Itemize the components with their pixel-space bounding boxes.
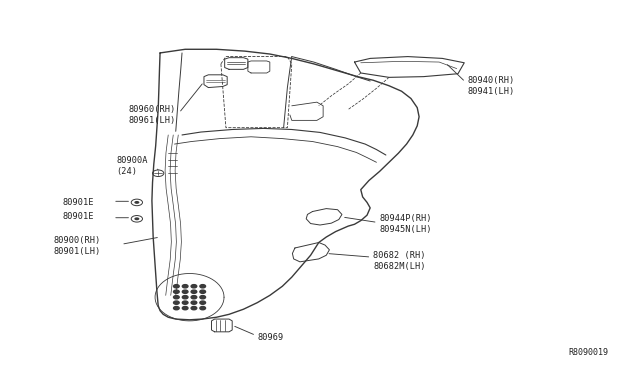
- Circle shape: [134, 217, 140, 220]
- Circle shape: [182, 290, 188, 294]
- Text: 80940(RH)
80941(LH): 80940(RH) 80941(LH): [467, 76, 515, 96]
- Circle shape: [200, 295, 205, 299]
- Text: 80969: 80969: [257, 333, 284, 342]
- Circle shape: [173, 295, 179, 299]
- Circle shape: [134, 201, 140, 204]
- Circle shape: [182, 307, 188, 310]
- Text: 80901E: 80901E: [63, 212, 94, 221]
- Circle shape: [173, 285, 179, 288]
- Text: 80944P(RH)
80945N(LH): 80944P(RH) 80945N(LH): [380, 214, 432, 234]
- Circle shape: [191, 290, 196, 294]
- Circle shape: [191, 301, 196, 304]
- Text: 80900(RH)
80901(LH): 80900(RH) 80901(LH): [54, 236, 100, 256]
- Circle shape: [173, 301, 179, 304]
- Circle shape: [173, 290, 179, 294]
- Circle shape: [191, 295, 196, 299]
- Circle shape: [182, 301, 188, 304]
- Circle shape: [173, 307, 179, 310]
- Text: 80682 (RH)
80682M(LH): 80682 (RH) 80682M(LH): [373, 251, 426, 271]
- Text: R8090019: R8090019: [568, 348, 609, 357]
- Circle shape: [182, 285, 188, 288]
- Circle shape: [200, 307, 205, 310]
- Circle shape: [200, 285, 205, 288]
- Circle shape: [191, 307, 196, 310]
- Text: 80901E: 80901E: [63, 198, 94, 207]
- Text: 80960(RH)
80961(LH): 80960(RH) 80961(LH): [129, 105, 176, 125]
- Circle shape: [200, 301, 205, 304]
- Text: 80900A
(24): 80900A (24): [116, 156, 148, 176]
- Circle shape: [182, 295, 188, 299]
- Circle shape: [191, 285, 196, 288]
- Circle shape: [200, 290, 205, 294]
